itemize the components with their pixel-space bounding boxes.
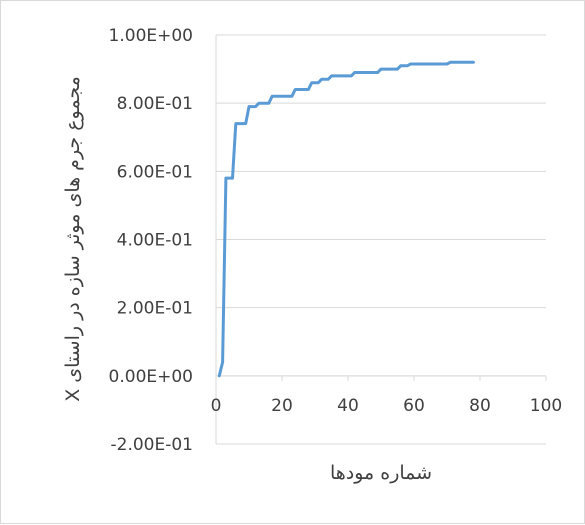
x-tick-label: 100: [530, 396, 562, 416]
y-tick-label: 6.00E-01: [117, 162, 193, 182]
x-axis-tick-labels: 0 20 40 60 80 100: [211, 396, 563, 416]
x-tick-label: 60: [403, 396, 425, 416]
y-tick-label: 4.00E-01: [117, 231, 193, 251]
y-tick-label: 0.00E+00: [109, 367, 193, 387]
gridlines: [216, 35, 546, 444]
y-tick-label: 2.00E-01: [117, 299, 193, 319]
x-tick-label: 40: [337, 396, 359, 416]
x-tick-label: 0: [211, 396, 222, 416]
x-tick-label: 20: [271, 396, 293, 416]
series-line: [219, 62, 473, 376]
y-tick-label: 1.00E+00: [109, 26, 193, 46]
y-axis-tick-labels: -2.00E-01 0.00E+00 2.00E-01 4.00E-01 6.00E-0…: [109, 26, 193, 455]
x-tick-label: 80: [469, 396, 491, 416]
x-axis-title: شماره مودها: [330, 462, 432, 484]
y-tick-label: -2.00E-01: [111, 435, 194, 455]
y-axis-title: مجموع جرم های موثر سازه در راستای X: [62, 76, 84, 402]
series-group: [219, 62, 473, 376]
y-tick-label: 8.00E-01: [117, 94, 193, 114]
